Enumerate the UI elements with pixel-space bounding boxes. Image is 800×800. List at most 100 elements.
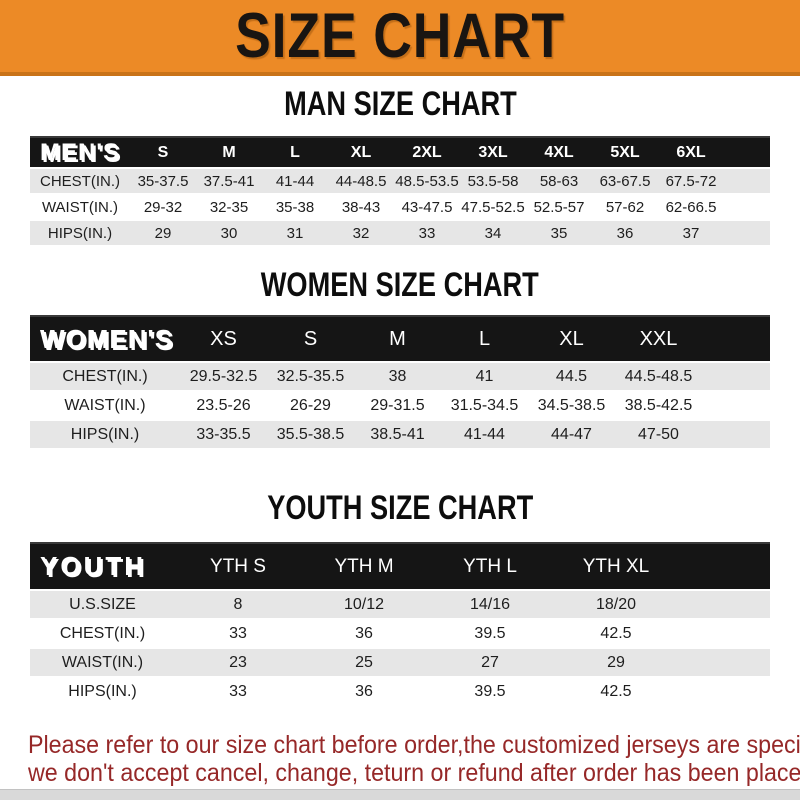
row-label: WAIST(IN.) <box>61 653 144 671</box>
size-cell: 39.5 <box>474 682 506 700</box>
content: MAN SIZE CHART MEN'S S M L XL 2XL 3XL 4XL 5XL 6XL… <box>0 86 800 705</box>
size-cell: 35.5-38.5 <box>276 425 345 443</box>
column-header: M <box>222 143 236 161</box>
men-section-heading-text: MAN SIZE CHART <box>283 85 517 123</box>
size-cell: 48.5-53.5 <box>395 172 459 190</box>
column-header: YTH M <box>334 555 394 577</box>
table-row: HIPS(IN.) 33 36 39.5 42.5 <box>30 678 770 705</box>
size-cell: 34 <box>484 224 502 242</box>
men-section-heading: MAN SIZE CHART <box>0 86 800 122</box>
youth-table-body: U.S.SIZE 8 10/12 14/16 18/20 CHEST(IN.) 33 36 39… <box>30 591 770 705</box>
size-cell: 38-43 <box>341 198 381 216</box>
column-header: 5XL <box>610 143 640 161</box>
women-size-table: WOMEN'S XS S M L XL XXL CHEST(IN.) 29.5-32.5 32.… <box>30 317 770 448</box>
size-cell: 25 <box>355 653 373 671</box>
page-title: SIZE CHART <box>235 0 565 71</box>
footer-notice: Please refer to our size chart before or… <box>28 731 800 787</box>
row-label: CHEST(IN.) <box>62 367 148 385</box>
size-cell: 53.5-58 <box>467 172 519 190</box>
column-header: 6XL <box>676 143 706 161</box>
row-label: HIPS(IN.) <box>68 682 137 700</box>
size-cell: 44-48.5 <box>335 172 387 190</box>
women-table-body: CHEST(IN.) 29.5-32.5 32.5-35.5 38 41 44.5 44.5… <box>30 363 770 448</box>
men-size-table: MEN'S S M L XL 2XL 3XL 4XL 5XL 6XL CHEST(IN.) 35-3… <box>30 138 770 245</box>
size-cell: 47.5-52.5 <box>461 198 525 216</box>
size-cell: 33-35.5 <box>196 425 251 443</box>
youth-table-header: YOUTH YTH S YTH M YTH L YTH XL <box>30 544 770 589</box>
table-row: CHEST(IN.) 33 36 39.5 42.5 <box>30 620 770 647</box>
size-cell: 36 <box>355 682 373 700</box>
banner: SIZE CHART <box>0 0 800 76</box>
size-cell: 58-63 <box>539 172 579 190</box>
table-corner-label: YOUTH <box>40 551 146 581</box>
size-cell: 29 <box>154 224 172 242</box>
row-label: HIPS(IN.) <box>47 224 113 242</box>
size-cell: 39.5 <box>474 624 506 642</box>
table-corner-label: MEN'S <box>40 138 121 166</box>
size-cell: 29-32 <box>143 198 183 216</box>
section-women: WOMEN SIZE CHART WOMEN'S XS S M L XL XXL CHEST… <box>0 267 800 448</box>
size-cell: 8 <box>233 595 243 613</box>
size-cell: 32.5-35.5 <box>276 367 345 385</box>
column-header: YTH L <box>463 555 517 577</box>
size-cell: 33 <box>229 624 247 642</box>
size-cell: 29.5-32.5 <box>189 367 258 385</box>
row-label: CHEST(IN.) <box>59 624 146 642</box>
table-row: WAIST(IN.) 23.5-26 26-29 29-31.5 31.5-34.5 34… <box>30 392 770 419</box>
size-cell: 30 <box>220 224 238 242</box>
size-cell: 37 <box>682 224 700 242</box>
column-header: YTH XL <box>582 555 650 577</box>
size-cell: 41 <box>475 367 494 385</box>
youth-size-table: YOUTH YTH S YTH M YTH L YTH XL U.S.SIZE 8 10/1… <box>30 544 770 705</box>
size-cell: 38.5-41 <box>370 425 425 443</box>
size-cell: 34.5-38.5 <box>537 396 606 414</box>
table-row: HIPS(IN.) 33-35.5 35.5-38.5 38.5-41 41-44 44-… <box>30 421 770 448</box>
size-cell: 31.5-34.5 <box>450 396 519 414</box>
column-header: YTH S <box>210 555 266 577</box>
men-table-header: MEN'S S M L XL 2XL 3XL 4XL 5XL 6XL <box>30 138 770 167</box>
youth-section-heading: YOUTH SIZE CHART <box>0 490 800 526</box>
size-cell: 42.5 <box>600 624 632 642</box>
size-cell: 41-44 <box>464 425 505 443</box>
table-row: U.S.SIZE 8 10/12 14/16 18/20 <box>30 591 770 618</box>
size-cell: 14/16 <box>469 595 511 613</box>
size-cell: 27 <box>481 653 499 671</box>
size-cell: 23 <box>229 653 247 671</box>
size-cell: 36 <box>616 224 634 242</box>
column-header: 2XL <box>412 143 442 161</box>
size-cell: 31 <box>286 224 304 242</box>
size-cell: 18/20 <box>595 595 637 613</box>
women-section-heading: WOMEN SIZE CHART <box>0 267 800 303</box>
size-cell: 33 <box>229 682 247 700</box>
column-header: S <box>303 327 318 350</box>
size-cell: 38.5-42.5 <box>624 396 693 414</box>
column-header: XXL <box>639 327 678 350</box>
row-label: CHEST(IN.) <box>40 172 120 190</box>
women-section-heading-text: WOMEN SIZE CHART <box>260 266 540 304</box>
column-header: 4XL <box>544 143 574 161</box>
notice-line-1: Please refer to our size chart before or… <box>28 731 800 759</box>
notice-line-2: we don't accept cancel, change, teturn o… <box>28 759 800 787</box>
column-header: M <box>389 327 406 350</box>
size-cell: 43-47.5 <box>401 198 453 216</box>
size-cell: 44-47 <box>551 425 592 443</box>
size-cell: 33 <box>418 224 436 242</box>
size-cell: 52.5-57 <box>533 198 585 216</box>
size-cell: 42.5 <box>600 682 632 700</box>
size-cell: 37.5-41 <box>203 172 255 190</box>
table-row: CHEST(IN.) 35-37.5 37.5-41 41-44 44-48.5 48.5… <box>30 169 770 193</box>
row-label: WAIST(IN.) <box>64 396 146 414</box>
size-cell: 47-50 <box>638 425 679 443</box>
women-table-header: WOMEN'S XS S M L XL XXL <box>30 317 770 361</box>
table-corner-label: WOMEN'S <box>40 323 174 354</box>
size-cell: 29-31.5 <box>370 396 425 414</box>
men-table-body: CHEST(IN.) 35-37.5 37.5-41 41-44 44-48.5 48.5… <box>30 169 770 245</box>
row-label: HIPS(IN.) <box>70 425 140 443</box>
size-cell: 62-66.5 <box>665 198 717 216</box>
size-cell: 35-37.5 <box>137 172 189 190</box>
size-cell: 32 <box>352 224 370 242</box>
bottom-strip <box>0 789 800 800</box>
table-row: HIPS(IN.) 29 30 31 32 33 34 35 36 37 <box>30 221 770 245</box>
table-row: CHEST(IN.) 29.5-32.5 32.5-35.5 38 41 44.5 44.5… <box>30 363 770 390</box>
size-cell: 23.5-26 <box>196 396 251 414</box>
